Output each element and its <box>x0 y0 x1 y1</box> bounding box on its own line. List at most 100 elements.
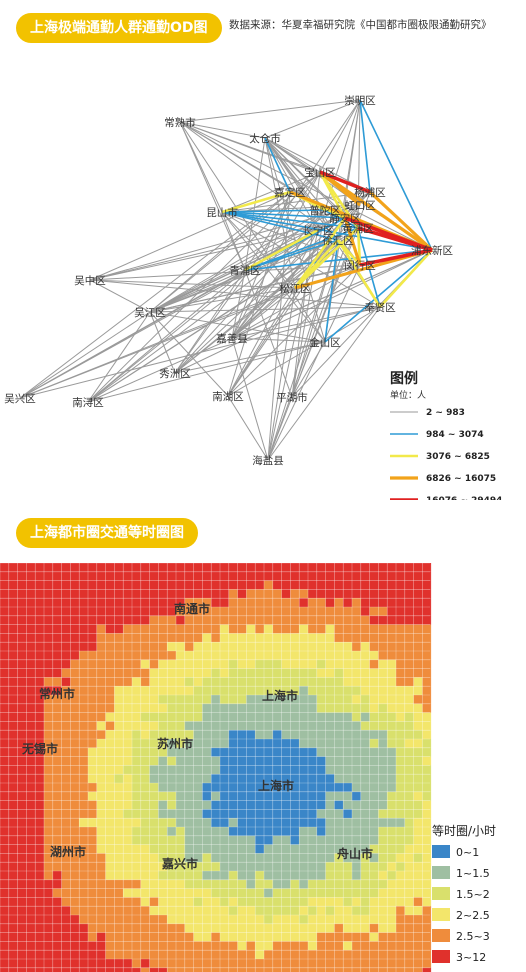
flow-line <box>87 341 326 403</box>
grid-cell <box>352 862 361 871</box>
grid-cell <box>132 774 141 783</box>
grid-cell <box>272 888 282 898</box>
grid-cell <box>290 756 300 766</box>
flow-line <box>343 217 362 266</box>
grid-cell <box>299 791 308 801</box>
grid-cell <box>114 888 124 898</box>
grid-cell <box>404 888 414 898</box>
grid-cell <box>334 818 344 827</box>
grid-cell <box>369 589 379 599</box>
grid-cell <box>158 598 168 607</box>
flow-line <box>179 121 223 213</box>
grid-cell <box>193 712 203 722</box>
grid-cell <box>105 598 115 607</box>
grid-cell <box>308 862 317 871</box>
grid-cell <box>316 967 326 972</box>
grid-cell <box>290 668 300 678</box>
grid-cell <box>88 580 97 590</box>
grid-cell <box>343 844 352 854</box>
grid-cell <box>281 633 291 643</box>
grid-cell <box>176 642 185 651</box>
grid-cell <box>272 818 282 827</box>
grid-cell <box>132 615 141 625</box>
grid-cell <box>264 879 273 889</box>
grid-cell <box>422 809 432 819</box>
grid-cell <box>281 598 291 607</box>
grid-cell <box>316 941 326 951</box>
grid-cell <box>413 844 423 854</box>
grid-cell <box>308 580 317 590</box>
grid-cell <box>387 888 396 898</box>
grid-cell <box>387 747 396 757</box>
grid-cell <box>61 765 71 775</box>
grid-cell <box>61 695 71 704</box>
grid-cell <box>79 686 88 695</box>
grid-cell <box>176 967 185 972</box>
grid-cell <box>316 642 326 651</box>
grid-cell <box>378 765 388 775</box>
grid-cell <box>228 659 238 669</box>
iso-legend-swatch <box>432 845 450 858</box>
grid-cell <box>378 677 388 687</box>
grid-cell <box>132 791 141 801</box>
grid-cell <box>44 932 53 942</box>
grid-cell <box>325 589 335 599</box>
grid-cell <box>308 809 317 819</box>
flow-line <box>221 211 346 219</box>
grid-cell <box>44 871 53 880</box>
flow-line <box>221 211 433 251</box>
grid-cell <box>272 809 282 819</box>
grid-cell <box>79 941 88 951</box>
grid-cell <box>176 668 185 678</box>
grid-cell <box>281 844 291 854</box>
grid-cell <box>237 571 247 581</box>
grid-cell <box>211 800 220 810</box>
grid-cell <box>360 651 370 660</box>
grid-cell <box>123 923 132 933</box>
grid-cell <box>140 747 150 757</box>
grid-cell <box>114 563 124 572</box>
grid-cell <box>343 615 352 625</box>
grid-cell <box>140 800 150 810</box>
grid-cell <box>387 703 396 713</box>
grid-cell <box>44 800 53 810</box>
flow-line <box>379 249 433 308</box>
grid-cell <box>114 571 124 581</box>
grid-cell <box>378 580 388 590</box>
grid-cell <box>123 950 132 959</box>
grid-cell <box>35 800 44 810</box>
grid-cell <box>387 791 396 801</box>
grid-cell <box>334 888 344 898</box>
grid-cell <box>255 563 264 572</box>
grid-cell <box>79 589 88 599</box>
grid-cell <box>193 774 203 783</box>
grid-cell <box>0 818 9 827</box>
grid-cell <box>140 642 150 651</box>
grid-cell <box>272 844 282 854</box>
grid-cell <box>316 615 326 625</box>
grid-cell <box>413 906 423 915</box>
grid-cell <box>308 923 317 933</box>
iso-legend-label: 2.5~3 <box>456 930 490 943</box>
grid-cell <box>396 879 405 889</box>
grid-cell <box>167 906 176 915</box>
grid-cell <box>308 827 317 836</box>
grid-cell <box>35 668 44 678</box>
grid-cell <box>52 703 62 713</box>
grid-cell <box>70 844 80 854</box>
grid-cell <box>308 897 317 907</box>
grid-cell <box>237 941 247 951</box>
grid-cell <box>378 703 388 713</box>
grid-cell <box>387 739 396 748</box>
grid-cell <box>26 651 36 660</box>
grid-cell <box>211 765 220 775</box>
grid-cell <box>35 571 44 581</box>
grid-cell <box>70 765 80 775</box>
flow-line <box>244 269 293 398</box>
grid-cell <box>17 677 27 687</box>
grid-cell <box>158 967 168 972</box>
grid-cell <box>369 695 379 704</box>
grid-cell <box>290 571 300 581</box>
grid-cell <box>237 677 247 687</box>
grid-cell <box>167 915 176 924</box>
